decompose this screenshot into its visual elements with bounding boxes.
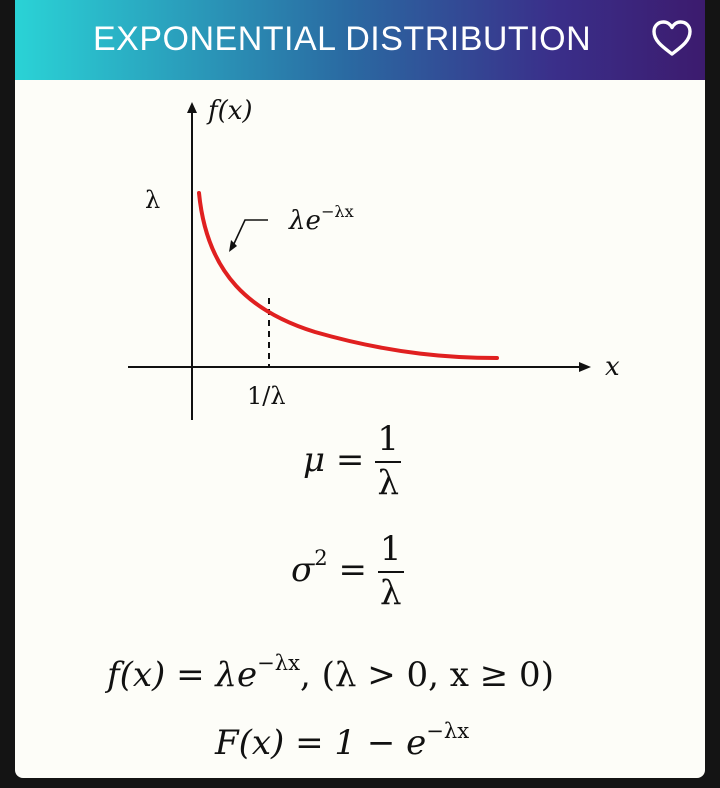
variance-formula: σ2 = 1 λ xyxy=(291,529,404,614)
y-axis-label: f(x) xyxy=(208,96,253,126)
pdf-lhs: f(x) = xyxy=(107,654,216,695)
pdf-exponent: −λx xyxy=(257,650,300,675)
card-header: EXPONENTIAL DISTRIBUTION xyxy=(15,0,705,80)
fraction-bar xyxy=(375,460,402,464)
variance-equals: = xyxy=(327,549,367,590)
card-title: EXPONENTIAL DISTRIBUTION xyxy=(93,20,592,58)
curve-label-base: λe xyxy=(289,206,321,237)
pdf-conditions: , (λ > 0, x ≥ 0) xyxy=(300,654,554,695)
x-tick-one-over-lambda: 1/λ xyxy=(247,382,286,410)
variance-lhs: σ xyxy=(291,549,315,590)
curve-label-exponent: −λx xyxy=(320,202,354,221)
y-tick-lambda: λ xyxy=(145,186,161,214)
heart-icon[interactable] xyxy=(651,18,693,60)
mean-denominator: λ xyxy=(377,463,399,504)
formula-card: EXPONENTIAL DISTRIBUTION f(x) λ x 1/λ xyxy=(15,0,705,778)
cdf-exponent: −λx xyxy=(426,718,470,743)
pdf-base: λe xyxy=(215,654,258,695)
cdf-lhs: F(x) = 1 − e xyxy=(215,722,427,763)
mean-numerator: 1 xyxy=(377,419,400,459)
variance-numerator: 1 xyxy=(379,529,402,569)
cdf-formula: F(x) = 1 − e−λx xyxy=(215,718,469,763)
variance-denominator: λ xyxy=(379,573,402,614)
variance-fraction: 1 λ xyxy=(377,529,404,614)
mean-lhs: μ = xyxy=(303,439,365,480)
fraction-bar xyxy=(377,570,404,574)
mean-fraction: 1 λ xyxy=(375,419,402,504)
variance-exponent: 2 xyxy=(314,545,328,571)
x-axis-label: x xyxy=(605,352,620,382)
curve-label: λe−λx xyxy=(289,202,354,236)
pdf-formula: f(x) = λe−λx, (λ > 0, x ≥ 0) xyxy=(107,650,554,695)
mean-formula: μ = 1 λ xyxy=(303,419,402,504)
